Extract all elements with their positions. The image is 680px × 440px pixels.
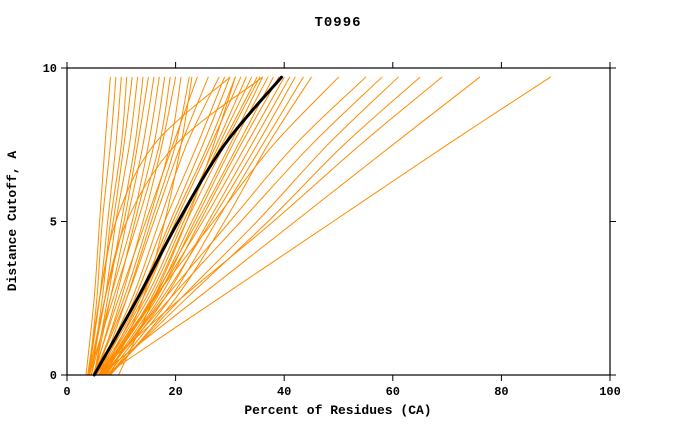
y-tick-label: 10 [43, 62, 57, 76]
x-tick-label: 60 [386, 385, 400, 399]
model-curves [88, 76, 122, 376]
y-tick-label: 0 [50, 369, 57, 383]
model-curves [104, 76, 367, 376]
model-curves [99, 76, 339, 376]
model-curves [104, 76, 551, 376]
model-curves [102, 76, 285, 376]
y-tick-label: 5 [50, 216, 57, 230]
axes-layer: 0 20 40 60 80 100 0 5 10 [43, 62, 621, 399]
model-curves [96, 76, 177, 376]
model-curves [88, 76, 171, 376]
model-curves [88, 76, 117, 376]
model-curves [93, 76, 209, 376]
x-axis-label: Percent of Residues (CA) [244, 403, 431, 418]
model-curves [109, 76, 399, 376]
model-curves [85, 76, 111, 376]
model-curves [93, 76, 443, 376]
model-curves [93, 76, 166, 376]
x-tick-label: 40 [277, 385, 291, 399]
y-axis-label: Distance Cutoff, A [5, 151, 20, 292]
model-curves [90, 76, 128, 376]
model-curves [93, 76, 144, 376]
model-curves [90, 76, 160, 376]
model-curves [90, 76, 263, 376]
model-curves [107, 76, 291, 376]
model-curves [96, 76, 220, 376]
model-curves [92, 76, 198, 376]
model-curves [88, 76, 231, 376]
model-curves [101, 76, 383, 376]
model-curves [88, 76, 149, 376]
x-tick-label: 100 [599, 385, 621, 399]
model-curves [104, 76, 296, 376]
highlight-curve [92, 75, 283, 377]
model-curves [98, 76, 242, 376]
model-curves [118, 76, 236, 376]
model-curves [107, 76, 421, 376]
chart-title: T0996 [314, 15, 361, 31]
model-curves [104, 76, 269, 376]
model-curves [101, 76, 236, 376]
curves-layer [85, 75, 551, 377]
model-curves [99, 76, 481, 376]
model-curves [101, 76, 274, 376]
x-tick-label: 20 [168, 385, 182, 399]
model-curves [109, 76, 193, 376]
x-tick-label: 0 [63, 385, 70, 399]
x-tick-label: 80 [494, 385, 508, 399]
model-curves [109, 76, 312, 376]
model-curves [99, 76, 247, 376]
